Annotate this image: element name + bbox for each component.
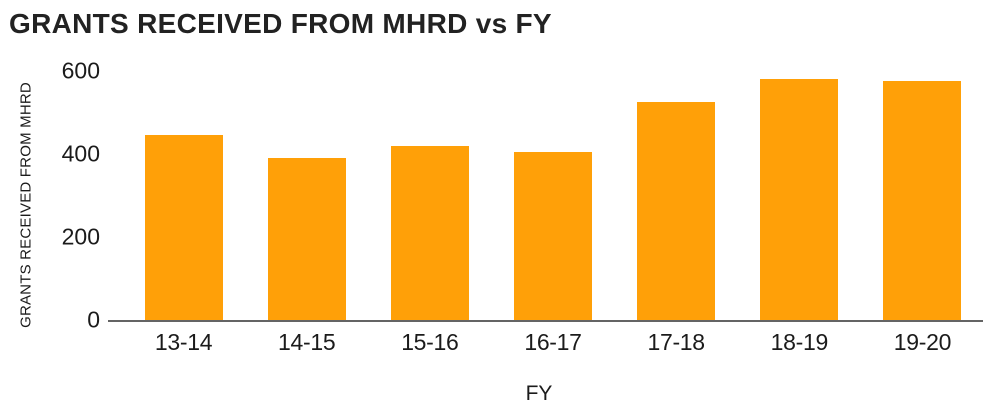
plot-area [108, 71, 983, 322]
chart-title: GRANTS RECEIVED FROM MHRD vs FY [9, 8, 552, 39]
x-tick-label: 18-19 [770, 329, 829, 355]
bar-16-17[interactable] [513, 152, 592, 320]
bar-slot [122, 71, 245, 320]
bar-18-19[interactable] [760, 79, 839, 320]
x-tick-label: 13-14 [154, 329, 213, 355]
y-tick-label: 400 [61, 140, 100, 167]
y-axis-title: GRANTS RECEIVED FROM MHRD [17, 82, 35, 328]
y-tick-label: 200 [61, 223, 100, 250]
bar-17-18[interactable] [637, 102, 716, 320]
x-tick-label: 16-17 [524, 329, 582, 355]
bar-13-14[interactable] [144, 135, 223, 320]
x-tick-label: 17-18 [647, 329, 705, 355]
x-tick-label: 19-20 [893, 329, 952, 355]
bar-slot [245, 71, 368, 320]
x-tick-labels: 13-14 14-15 15-16 16-17 17-18 18-19 19-20 [108, 329, 983, 356]
y-tick-label: 0 [87, 306, 100, 333]
bar-slot [861, 71, 983, 320]
bar-slot [615, 71, 738, 320]
bar-slot [368, 71, 491, 320]
bar-slot [491, 71, 614, 320]
x-axis-title: FY [525, 382, 553, 405]
bar-14-15[interactable] [267, 158, 346, 320]
x-tick-label: 14-15 [278, 329, 336, 355]
bar-15-16[interactable] [390, 146, 469, 320]
y-tick-label: 600 [61, 57, 100, 84]
bar-slot [738, 71, 861, 320]
bar-19-20[interactable] [883, 81, 962, 320]
x-tick-label: 15-16 [401, 329, 459, 355]
